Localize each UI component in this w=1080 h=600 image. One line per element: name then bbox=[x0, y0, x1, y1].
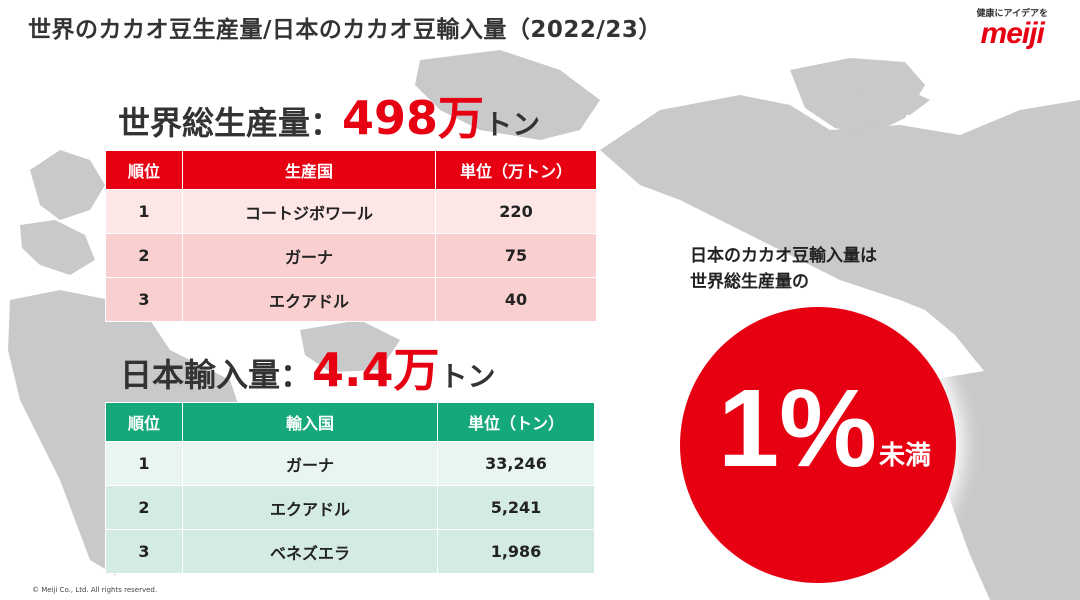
japan-import-headline: 日本輸入量：4.4万トン bbox=[120, 334, 496, 400]
amount-cell: 75 bbox=[435, 233, 597, 278]
country-cell: エクアドル bbox=[182, 485, 438, 530]
country-cell: ガーナ bbox=[182, 233, 436, 278]
world-production-colon: ： bbox=[310, 104, 343, 142]
rank-cell: 1 bbox=[105, 441, 183, 486]
percentage-value: 1% bbox=[718, 367, 877, 490]
rank-cell: 3 bbox=[105, 529, 183, 574]
world-production-value: 498万 bbox=[342, 91, 485, 145]
country-cell: ベネズエラ bbox=[182, 529, 438, 574]
percentage-qualifier: 未満 bbox=[879, 441, 932, 471]
japan-import-value: 4.4万 bbox=[312, 343, 440, 397]
rank-cell: 1 bbox=[105, 189, 183, 234]
page-title: 世界のカカオ豆生産量/日本のカカオ豆輸入量（2022/23） bbox=[28, 17, 662, 43]
country-cell: ガーナ bbox=[182, 441, 438, 486]
column-header-country: 輸入国 bbox=[182, 402, 438, 442]
import-table: 順位 輸入国 単位（トン） 1 ガーナ 33,246 2 エクアドル 5,241… bbox=[105, 402, 595, 574]
japan-import-colon: ： bbox=[280, 356, 313, 394]
rank-cell: 3 bbox=[105, 277, 183, 322]
callout-line-1: 日本のカカオ豆輸入量は bbox=[690, 246, 877, 266]
world-production-unit: トン bbox=[484, 108, 541, 141]
column-header-rank: 順位 bbox=[105, 402, 183, 442]
column-header-unit: 単位（万トン） bbox=[435, 150, 597, 190]
world-production-headline: 世界総生産量：498万トン bbox=[118, 82, 540, 148]
japan-import-label: 日本輸入量 bbox=[120, 356, 281, 394]
table-row: 2 エクアドル 5,241 bbox=[105, 485, 595, 530]
column-header-rank: 順位 bbox=[105, 150, 183, 190]
percentage-circle: 1% 未満 bbox=[680, 307, 956, 583]
brand: 健康にアイデアを meiji bbox=[976, 6, 1048, 49]
world-production-label: 世界総生産量 bbox=[118, 104, 311, 142]
amount-cell: 33,246 bbox=[437, 441, 595, 486]
rank-cell: 2 bbox=[105, 233, 183, 278]
callout-line-2: 世界総生産量の bbox=[690, 272, 809, 292]
amount-cell: 40 bbox=[435, 277, 597, 322]
japan-import-unit: トン bbox=[439, 360, 496, 393]
amount-cell: 5,241 bbox=[437, 485, 595, 530]
country-cell: コートジボワール bbox=[182, 189, 436, 234]
callout-text: 日本のカカオ豆輸入量は 世界総生産量の bbox=[690, 243, 877, 295]
rank-cell: 2 bbox=[105, 485, 183, 530]
amount-cell: 1,986 bbox=[437, 529, 595, 574]
column-header-country: 生産国 bbox=[182, 150, 436, 190]
table-row: 2 ガーナ 75 bbox=[105, 233, 597, 278]
table-row: 3 エクアドル 40 bbox=[105, 277, 597, 322]
table-row: 3 ベネズエラ 1,986 bbox=[105, 529, 595, 574]
brand-tagline: 健康にアイデアを bbox=[976, 9, 1048, 19]
table-row: 1 ガーナ 33,246 bbox=[105, 441, 595, 486]
country-cell: エクアドル bbox=[182, 277, 436, 322]
production-table: 順位 生産国 単位（万トン） 1 コートジボワール 220 2 ガーナ 75 3… bbox=[105, 150, 597, 322]
column-header-unit: 単位（トン） bbox=[437, 402, 595, 442]
table-header-row: 順位 生産国 単位（万トン） bbox=[105, 150, 597, 190]
meiji-logo: meiji bbox=[980, 17, 1045, 50]
table-header-row: 順位 輸入国 単位（トン） bbox=[105, 402, 595, 442]
table-row: 1 コートジボワール 220 bbox=[105, 189, 597, 234]
copyright: © Meiji Co., Ltd. All rights reserved. bbox=[32, 586, 158, 594]
amount-cell: 220 bbox=[435, 189, 597, 234]
